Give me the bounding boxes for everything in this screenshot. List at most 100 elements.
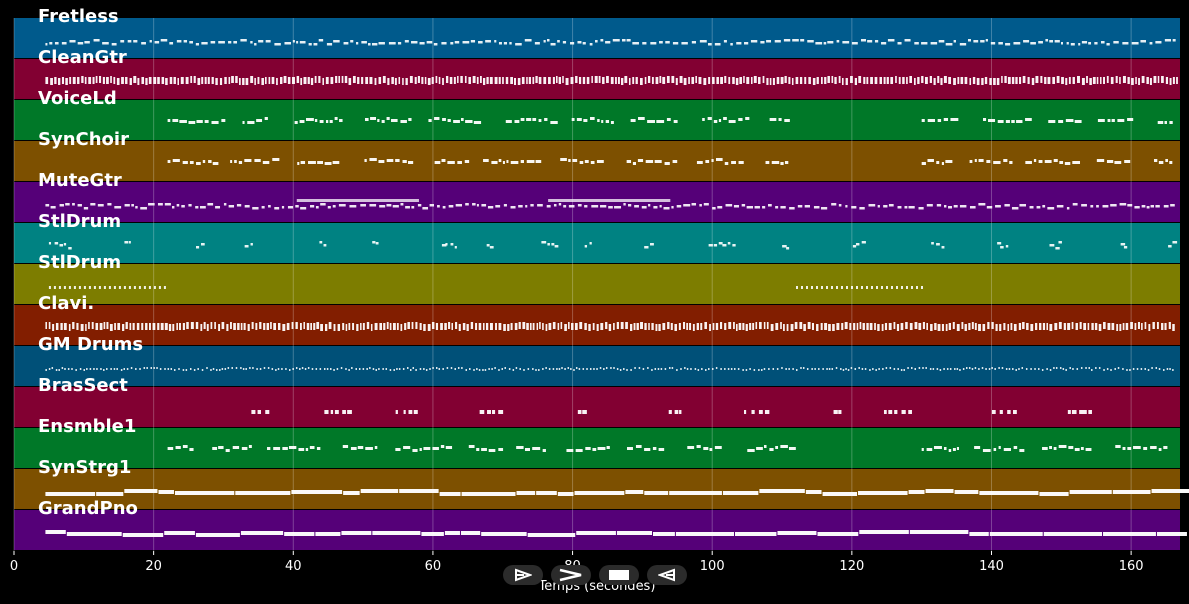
note — [324, 324, 328, 331]
note — [735, 324, 738, 331]
note — [600, 205, 607, 208]
note — [320, 203, 326, 206]
note — [433, 43, 438, 46]
note — [307, 77, 310, 84]
note — [635, 445, 642, 448]
note — [925, 489, 954, 493]
note — [658, 324, 661, 331]
note — [386, 204, 392, 207]
note — [557, 40, 560, 43]
note — [945, 43, 953, 46]
note — [83, 369, 85, 371]
note — [1164, 39, 1171, 42]
note — [1053, 159, 1058, 162]
note — [355, 42, 359, 45]
note — [257, 77, 260, 84]
note — [854, 368, 857, 370]
note — [400, 324, 403, 331]
note — [990, 42, 996, 45]
note — [341, 531, 372, 535]
note — [292, 368, 294, 370]
note — [1100, 77, 1102, 84]
note — [642, 368, 645, 370]
note — [379, 205, 386, 208]
note — [780, 322, 782, 329]
note — [395, 159, 400, 162]
note — [894, 410, 898, 414]
note — [1049, 324, 1053, 331]
note — [153, 367, 155, 369]
note — [532, 368, 534, 370]
note — [861, 241, 866, 244]
play-forward-button[interactable] — [503, 565, 543, 585]
stop-button[interactable] — [599, 565, 639, 585]
note — [72, 203, 75, 206]
x-tick-label: 120 — [839, 559, 865, 574]
note — [551, 243, 555, 246]
note — [141, 77, 145, 84]
note — [172, 159, 180, 162]
note — [450, 42, 454, 45]
note — [1129, 369, 1131, 371]
note — [415, 322, 418, 329]
note — [92, 77, 95, 84]
note — [299, 323, 302, 330]
note — [240, 39, 247, 42]
note — [741, 204, 746, 207]
note — [124, 489, 158, 493]
note — [739, 77, 742, 84]
note — [897, 206, 902, 209]
note — [674, 410, 679, 414]
note — [235, 491, 291, 495]
note — [590, 117, 595, 120]
note — [1005, 368, 1008, 370]
note — [895, 76, 897, 83]
fast-forward-button[interactable] — [551, 565, 591, 585]
note — [981, 78, 984, 85]
note — [133, 40, 138, 43]
note — [329, 120, 333, 123]
note — [969, 206, 976, 209]
note — [642, 42, 647, 45]
note — [306, 323, 310, 330]
note — [267, 447, 271, 450]
note — [325, 77, 329, 84]
note — [446, 367, 449, 369]
note — [310, 323, 312, 330]
note — [212, 447, 218, 450]
note — [811, 368, 813, 370]
note — [671, 206, 674, 209]
note — [317, 161, 324, 164]
note — [324, 410, 329, 414]
note — [952, 448, 956, 451]
note — [1141, 205, 1146, 208]
note — [783, 324, 785, 331]
note — [596, 160, 604, 163]
note — [195, 206, 199, 209]
note — [715, 367, 718, 369]
note — [826, 368, 828, 370]
note — [348, 78, 352, 85]
note — [1127, 77, 1130, 84]
note — [683, 204, 691, 207]
note — [1157, 76, 1160, 83]
note — [314, 119, 318, 122]
note — [451, 323, 454, 330]
note — [816, 324, 819, 331]
note — [709, 448, 713, 451]
note — [937, 119, 942, 122]
note — [814, 368, 816, 370]
note — [360, 489, 399, 493]
rewind-button[interactable] — [647, 565, 687, 585]
note — [251, 410, 256, 414]
note — [862, 323, 865, 330]
note — [494, 40, 497, 43]
note — [235, 76, 238, 83]
note — [744, 410, 747, 414]
note — [596, 368, 598, 370]
note — [402, 368, 405, 370]
note — [763, 322, 766, 329]
note — [967, 39, 971, 42]
note — [624, 76, 628, 83]
note — [548, 77, 551, 84]
